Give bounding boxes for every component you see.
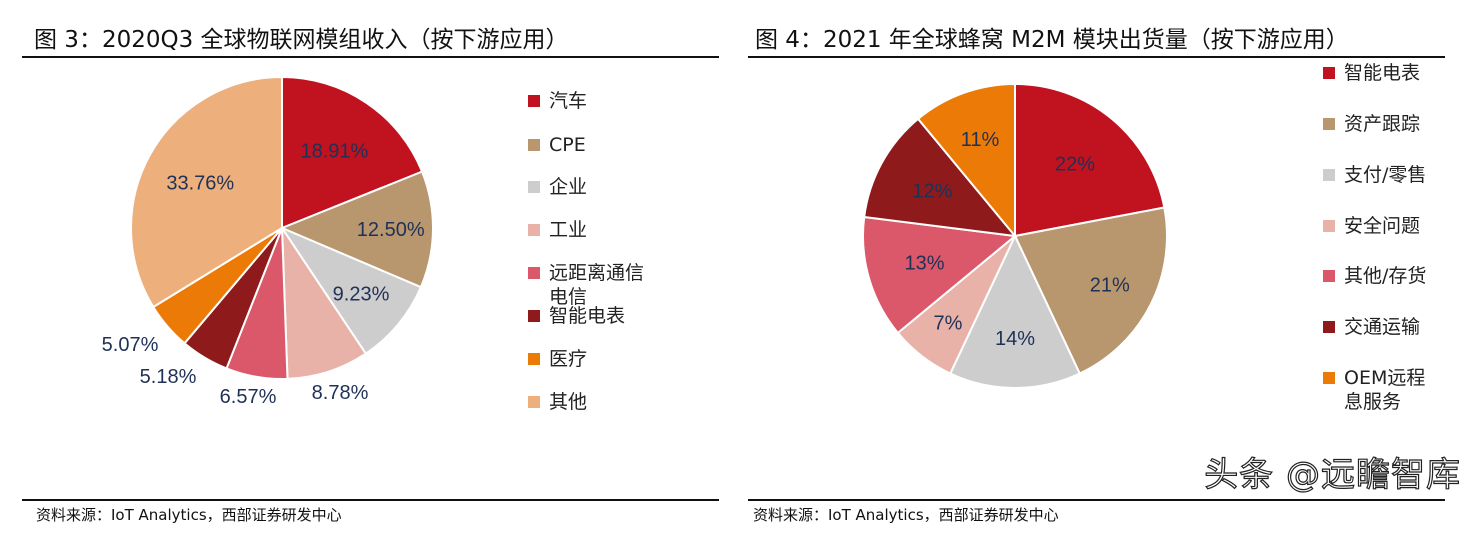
pie-slice xyxy=(130,75,283,309)
pie-slice xyxy=(279,225,423,356)
legend-swatch xyxy=(1323,372,1335,384)
legend-label: 工业 xyxy=(549,219,588,241)
chart2-title: 图 4：2021 年全球蜂窝 M2M 模块出货量（按下游应用） xyxy=(755,27,1349,53)
data-label: 12.50% xyxy=(357,219,425,241)
legend-label: 智能电表 xyxy=(549,305,626,327)
legend-swatch xyxy=(1323,67,1335,79)
legend-label: 安全问题 xyxy=(1344,215,1421,237)
legend-item: 安全问题 xyxy=(1323,214,1420,238)
chart1-source: 资料来源：IoT Analytics，西部证券研发中心 xyxy=(36,506,342,524)
legend-swatch xyxy=(1323,220,1335,232)
legend-swatch xyxy=(528,181,540,193)
legend-item: 交通运输 xyxy=(1323,315,1420,339)
legend-swatch xyxy=(528,396,540,408)
pie-slice xyxy=(1013,206,1168,375)
legend-swatch xyxy=(528,267,540,279)
data-label: 5.07% xyxy=(102,334,159,356)
legend-item: OEM远程息服务 xyxy=(1323,366,1444,414)
legend-label: 资产跟踪 xyxy=(1344,113,1421,135)
data-label: 33.76% xyxy=(166,172,234,194)
divider xyxy=(22,499,719,501)
legend-swatch xyxy=(528,224,540,236)
watermark: 头条 @远瞻智库 xyxy=(1204,455,1461,495)
legend-swatch xyxy=(1323,270,1335,282)
data-label: 8.78% xyxy=(312,382,369,404)
legend-swatch xyxy=(1323,169,1335,181)
legend-item: 支付/零售 xyxy=(1323,163,1426,187)
legend-item: CPE xyxy=(528,133,586,157)
legend-item: 汽车 xyxy=(528,89,587,113)
divider xyxy=(748,499,1445,501)
data-label: 18.91% xyxy=(300,140,368,162)
data-label: 7% xyxy=(933,312,962,334)
legend-item: 其他/存货 xyxy=(1323,264,1426,288)
divider xyxy=(748,56,1445,58)
legend-label: 汽车 xyxy=(549,90,588,112)
legend-label: 交通运输 xyxy=(1344,316,1421,338)
data-label: 14% xyxy=(995,328,1035,350)
legend-swatch xyxy=(528,95,540,107)
pie-slice xyxy=(279,170,434,289)
legend-swatch xyxy=(1323,118,1335,130)
divider xyxy=(22,56,719,58)
pie-slice xyxy=(863,117,1018,238)
legend-swatch xyxy=(528,139,540,151)
legend-item: 其他 xyxy=(528,390,587,414)
pie-slice xyxy=(280,224,368,380)
chart2-source: 资料来源：IoT Analytics，西部证券研发中心 xyxy=(753,506,1059,524)
data-label: 13% xyxy=(904,252,944,274)
pie-slice xyxy=(916,82,1016,239)
data-label: 9.23% xyxy=(333,284,390,306)
data-label: 12% xyxy=(912,181,952,203)
legend-label: 其他 xyxy=(549,391,588,413)
legend-swatch xyxy=(1323,321,1335,333)
data-label: 11% xyxy=(961,129,1000,151)
legend-item: 智能电表 xyxy=(528,304,625,328)
data-label: 5.18% xyxy=(140,366,197,388)
pie-slice xyxy=(281,75,424,230)
legend-label: OEM远程息服务 xyxy=(1344,367,1426,413)
legend-label: 远距离通信电信 xyxy=(549,262,645,308)
legend-item: 工业 xyxy=(528,218,587,242)
legend-label: 智能电表 xyxy=(1344,62,1421,84)
pie-slice xyxy=(862,215,1018,335)
data-label: 6.57% xyxy=(220,386,277,408)
legend-item: 远距离通信电信 xyxy=(528,261,649,309)
legend-item: 医疗 xyxy=(528,347,587,371)
legend-label: 支付/零售 xyxy=(1344,164,1427,186)
legend-label: 医疗 xyxy=(549,348,588,370)
legend-swatch xyxy=(528,353,540,365)
legend-label: 企业 xyxy=(549,176,588,198)
chart1-title: 图 3：2020Q3 全球物联网模组收入（按下游应用） xyxy=(34,27,569,53)
legend-item: 资产跟踪 xyxy=(1323,112,1420,136)
legend-label: 其他/存货 xyxy=(1344,265,1427,287)
legend-item: 企业 xyxy=(528,175,587,199)
data-label: 22% xyxy=(1055,153,1095,175)
pie-slice xyxy=(948,233,1082,390)
legend-swatch xyxy=(528,310,540,322)
data-label: 21% xyxy=(1090,274,1130,296)
legend-item: 智能电表 xyxy=(1323,61,1420,85)
legend-label: CPE xyxy=(549,134,586,156)
pie-slice xyxy=(1014,82,1166,238)
